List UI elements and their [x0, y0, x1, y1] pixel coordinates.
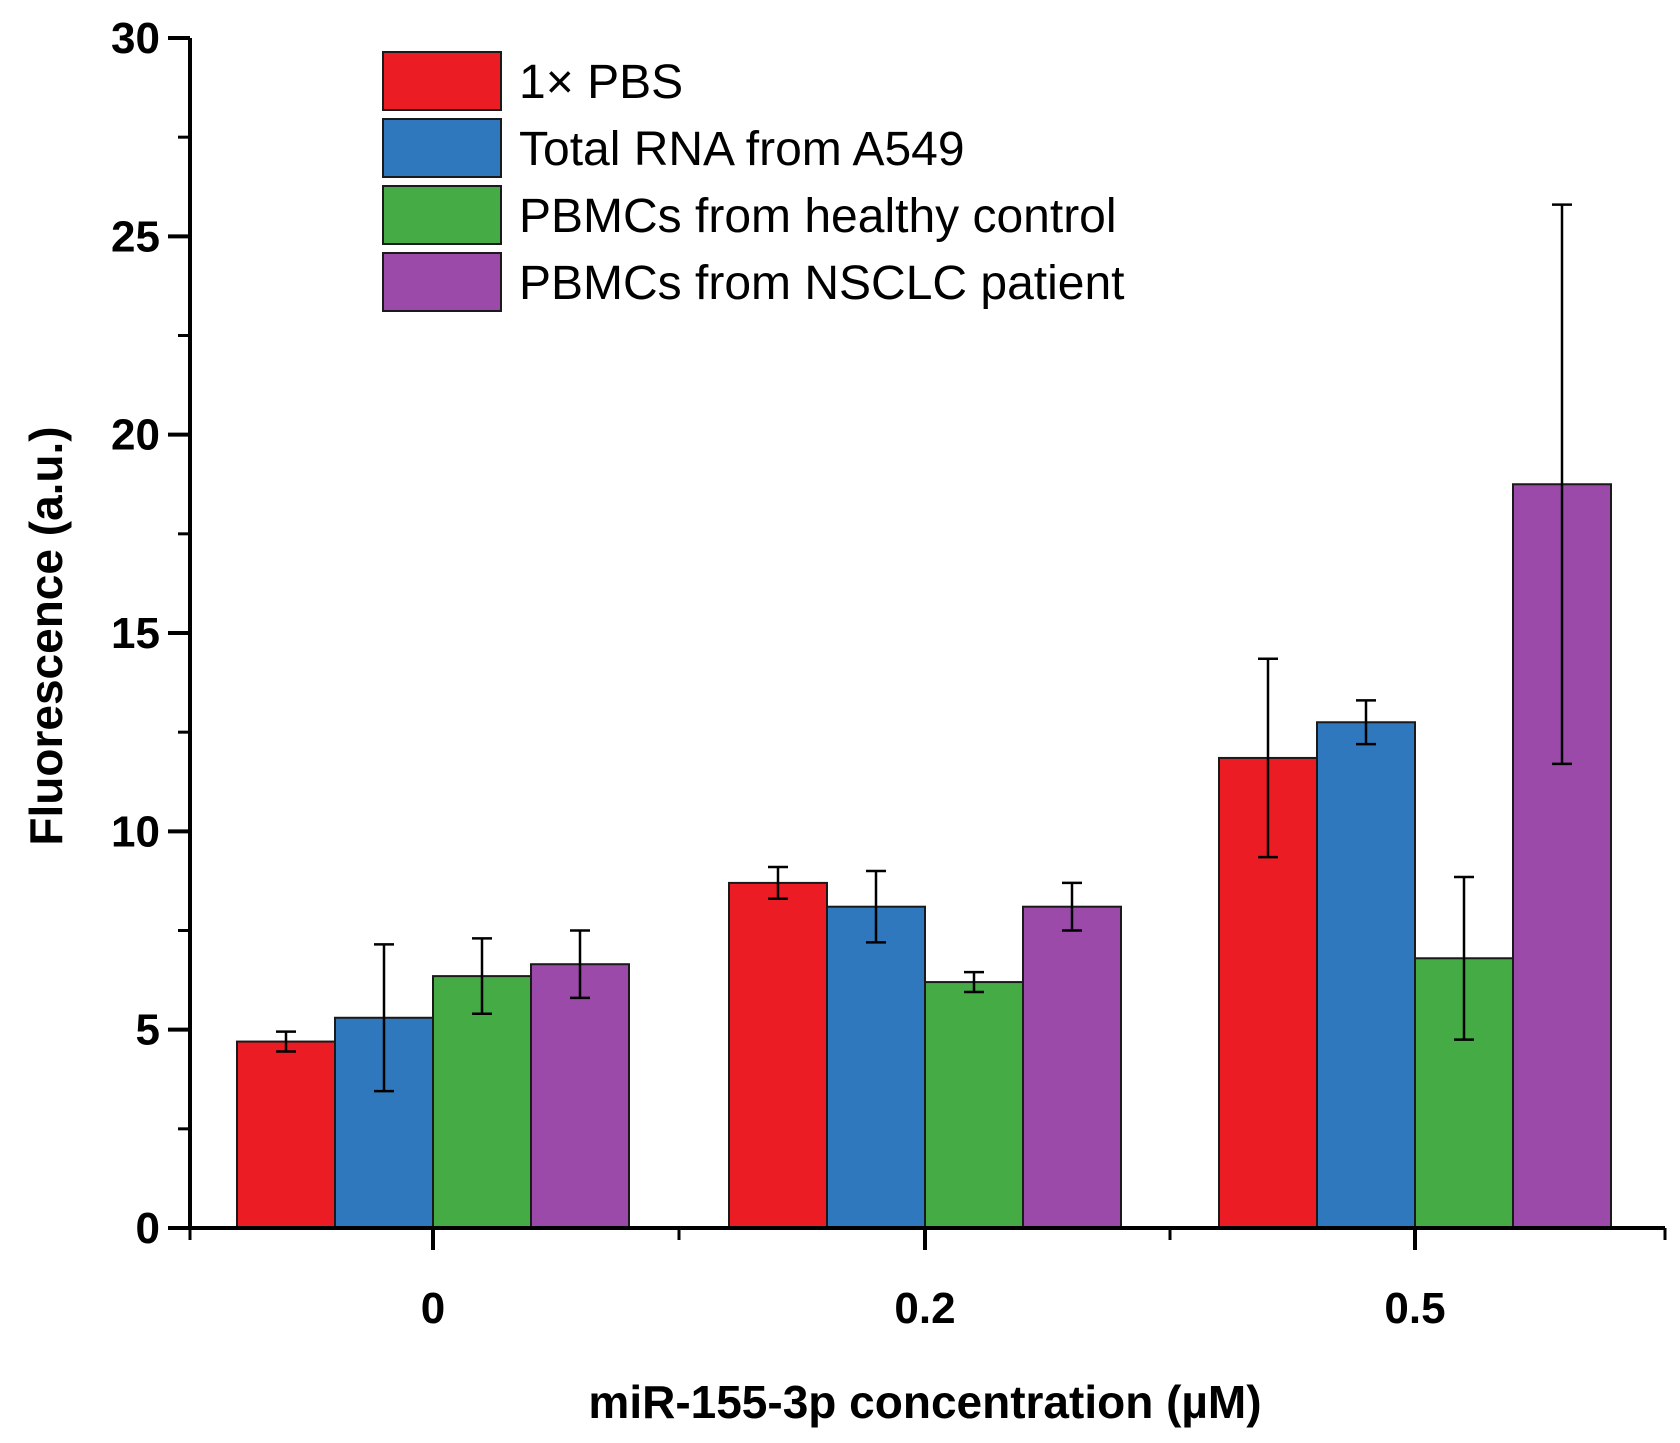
bar-1-cat-1 [236, 1040, 336, 1229]
error-bar-1-cat-3 [1258, 657, 1278, 859]
bars-layer [236, 483, 1612, 1230]
legend-swatch-3 [382, 185, 502, 245]
error-bar-2-cat-3 [1356, 699, 1376, 746]
y-tick-label-25: 25 [111, 212, 160, 261]
y-tick-label-5: 5 [136, 1006, 160, 1055]
error-bar-4-cat-1 [570, 929, 590, 1000]
x-tick-label-3: 0.5 [1384, 1284, 1445, 1333]
legend-swatch-1 [382, 51, 502, 111]
legend-swatch-4 [382, 252, 502, 312]
error-bar-4-cat-3 [1552, 203, 1572, 766]
legend: 1× PBS Total RNA from A549 PBMCs from heal… [382, 51, 1125, 312]
error-bar-2-cat-2 [866, 869, 886, 944]
y-tick-label-20: 20 [111, 411, 160, 460]
x-tick-label-2: 0.2 [894, 1284, 955, 1333]
legend-label-4: PBMCs from NSCLC patient [519, 257, 1125, 310]
y-tick-label-10: 10 [111, 807, 160, 856]
legend-label-2: Total RNA from A549 [519, 123, 965, 176]
error-bar-3-cat-1 [472, 937, 492, 1016]
x-tick-label-1: 0 [421, 1284, 445, 1333]
y-tick-label-15: 15 [111, 609, 160, 658]
y-tick-label-30: 30 [111, 14, 160, 63]
bar-1-cat-2 [728, 881, 828, 1230]
legend-label-1: 1× PBS [519, 56, 683, 109]
error-bars-layer [276, 203, 1572, 1093]
legend-item-1: 1× PBS [382, 51, 683, 111]
error-bar-1-cat-1 [276, 1030, 296, 1053]
bar-4-cat-2 [1022, 905, 1122, 1229]
y-tick-label-0: 0 [136, 1204, 160, 1253]
legend-swatch-2 [382, 118, 502, 178]
legend-label-3: PBMCs from healthy control [519, 190, 1117, 243]
error-bar-4-cat-2 [1062, 881, 1082, 932]
legend-item-2: Total RNA from A549 [382, 118, 965, 178]
y-axis-title: Fluorescence (a.u.) [20, 426, 72, 845]
legend-item-3: PBMCs from healthy control [382, 185, 1117, 245]
bar-3-cat-2 [924, 981, 1024, 1229]
axes-layer: 0 5 10 15 20 25 30 0 0.2 0.5 [111, 14, 1667, 1333]
error-bar-1-cat-2 [768, 865, 788, 901]
x-axis-title: miR-155-3p concentration (µM) [588, 1376, 1261, 1428]
bar-2-cat-3 [1316, 721, 1416, 1229]
bar-2-cat-2 [826, 905, 926, 1229]
error-bar-3-cat-3 [1454, 875, 1474, 1041]
error-bar-3-cat-2 [964, 970, 984, 994]
error-bar-2-cat-1 [374, 943, 394, 1093]
bar-4-cat-1 [530, 963, 630, 1229]
legend-item-4: PBMCs from NSCLC patient [382, 252, 1125, 312]
